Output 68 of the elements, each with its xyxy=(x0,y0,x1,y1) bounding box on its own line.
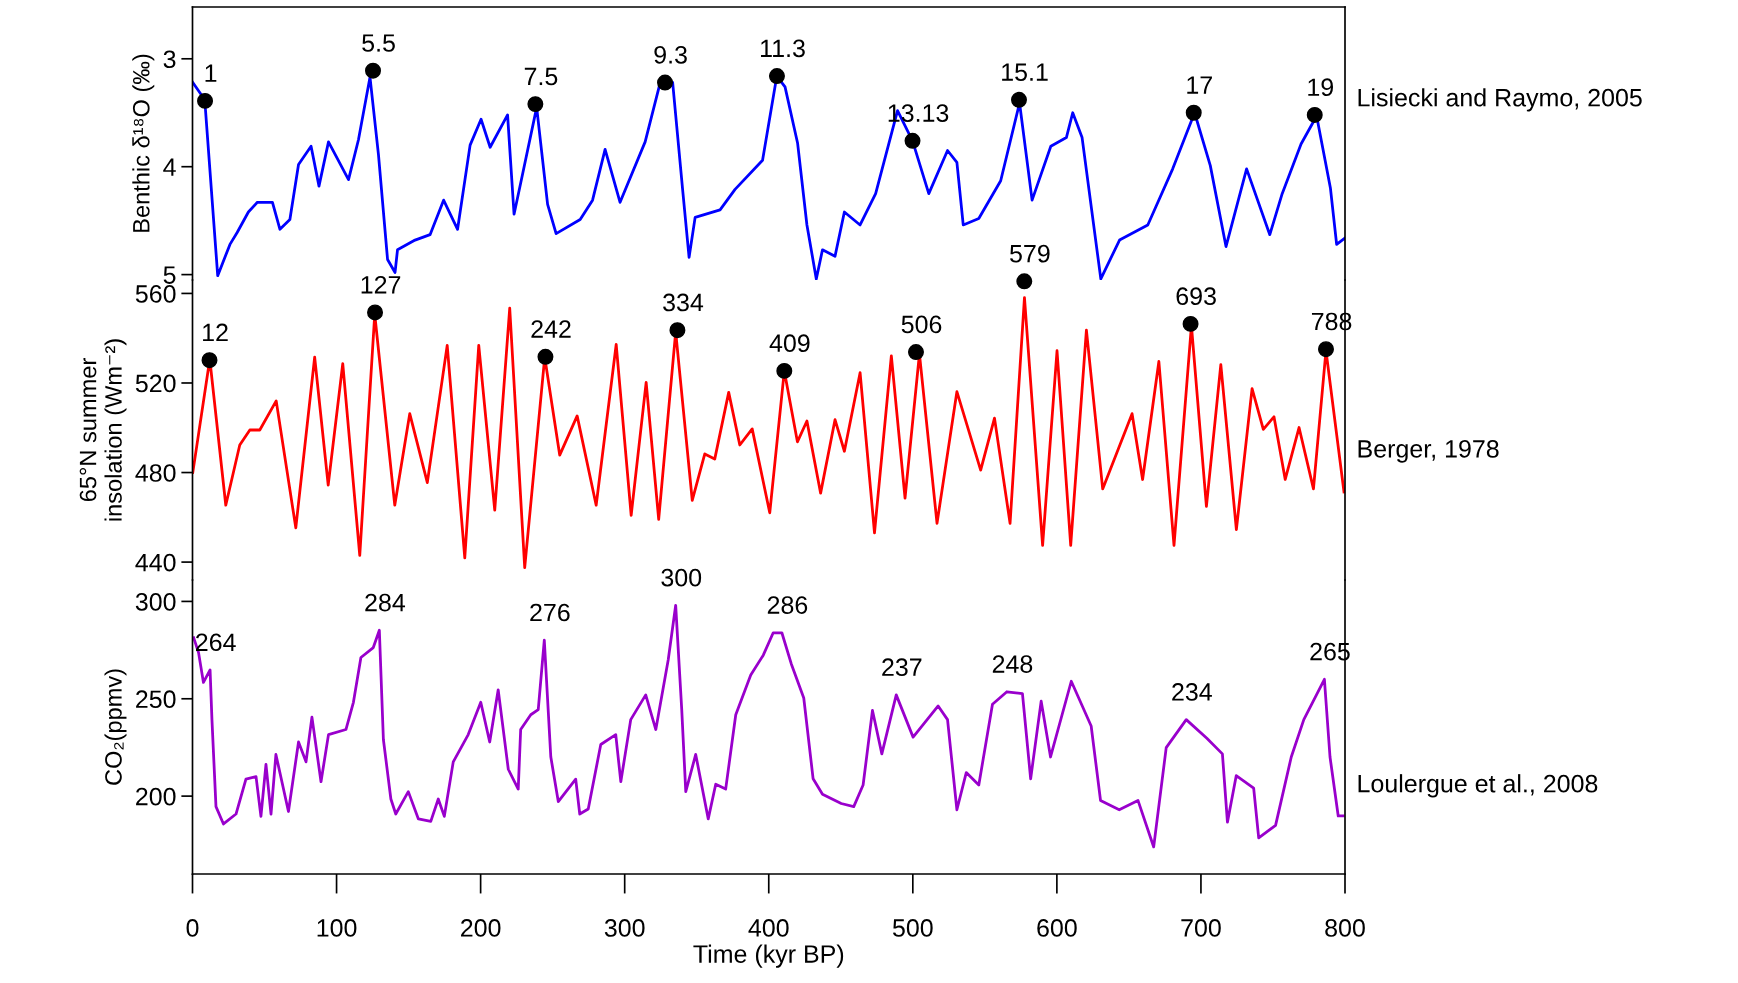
annotation: 237 xyxy=(882,658,922,677)
point xyxy=(1306,106,1323,123)
annotation: 276 xyxy=(530,603,570,622)
point xyxy=(1182,315,1199,332)
x-tick-label: 100 xyxy=(317,919,357,937)
annotation: 334 xyxy=(663,293,704,312)
point xyxy=(1011,91,1027,108)
point xyxy=(527,96,544,113)
y-tick-label: 200 xyxy=(136,787,176,806)
point xyxy=(657,74,674,91)
y-tick-label: 440 xyxy=(135,553,176,572)
point xyxy=(768,68,785,85)
point xyxy=(201,352,218,369)
x-tick-label: 400 xyxy=(748,919,789,937)
annotation: 7.5 xyxy=(524,67,558,86)
text: Berger, 1978 xyxy=(1358,440,1499,463)
y-tick-label: 520 xyxy=(135,374,176,393)
y-tick-label: 250 xyxy=(136,690,176,709)
annotation: 5.5 xyxy=(362,34,395,52)
point xyxy=(669,322,686,339)
annotation: 19 xyxy=(1308,78,1334,97)
annotation: 11.3 xyxy=(761,39,805,58)
annotation: 1 xyxy=(205,64,217,82)
x-axis-title: Time (kyr BP) xyxy=(693,944,844,968)
y-tick-label: 480 xyxy=(135,464,176,482)
point xyxy=(537,348,554,365)
annotation: 127 xyxy=(361,275,401,294)
point xyxy=(1185,104,1202,121)
point xyxy=(365,62,381,79)
point xyxy=(1318,341,1334,358)
annotation: 693 xyxy=(1176,287,1216,306)
point xyxy=(197,92,214,109)
annotation: 300 xyxy=(661,568,702,587)
y-tick-label: 560 xyxy=(135,285,176,303)
x-tick-label: 300 xyxy=(604,919,645,937)
annotation: 9.3 xyxy=(654,46,687,64)
annotation: 234 xyxy=(1172,683,1212,701)
point xyxy=(908,344,924,361)
annotation: 248 xyxy=(992,655,1033,673)
y-axis-title: Benthic δ¹⁸O (‰) xyxy=(132,54,155,232)
annotation: 284 xyxy=(365,593,406,612)
annotation: 242 xyxy=(531,320,571,338)
text: Loulergue et al., 2008 xyxy=(1358,774,1598,798)
x-tick-label: 200 xyxy=(461,919,501,937)
y-axis-title: CO₂(ppmv) xyxy=(104,669,127,785)
annotation: 12 xyxy=(203,323,228,342)
y-tick-label: 5 xyxy=(163,266,176,284)
annotation: 17 xyxy=(1187,76,1212,94)
annotation: 506 xyxy=(901,315,942,334)
y-tick-label: 4 xyxy=(163,158,176,176)
x-tick-label: 0 xyxy=(186,919,199,937)
point xyxy=(904,132,921,149)
y-tick-label: 3 xyxy=(163,50,176,69)
x-tick-label: 800 xyxy=(1325,919,1365,937)
x-tick-label: 700 xyxy=(1181,919,1221,937)
y-tick-label: 300 xyxy=(135,593,176,611)
point xyxy=(776,362,793,379)
x-tick-label: 500 xyxy=(892,919,933,937)
y-axis-title: 65°N summer insolation (Wm⁻²) xyxy=(79,339,127,521)
annotation: 579 xyxy=(1010,244,1050,263)
text: Lisiecki and Raymo, 2005 xyxy=(1358,88,1642,112)
annotation: 286 xyxy=(767,596,808,614)
annotation: 264 xyxy=(196,633,236,652)
annotation: 409 xyxy=(769,334,810,353)
point xyxy=(367,304,384,321)
x-tick-label: 600 xyxy=(1037,919,1077,937)
point xyxy=(1016,273,1033,290)
annotation: 15.1 xyxy=(1002,63,1048,81)
